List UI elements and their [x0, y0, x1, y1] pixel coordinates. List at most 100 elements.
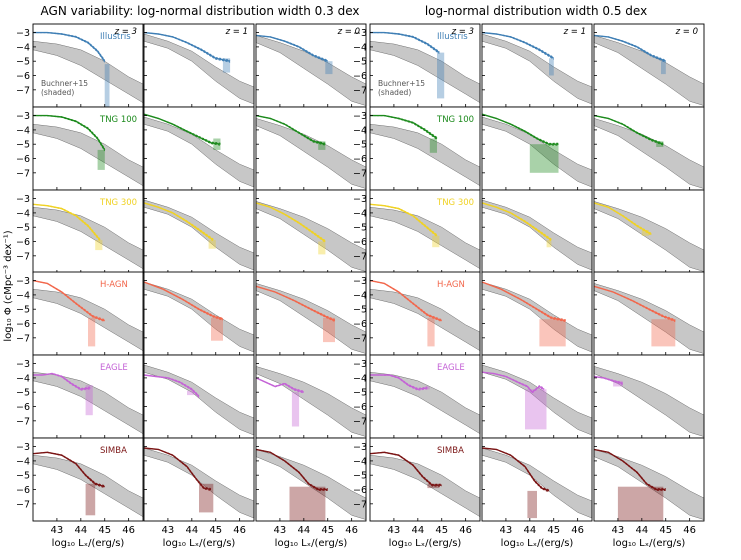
x-axis-label: log₁₀ Lₓ/(erg/s)	[389, 538, 462, 549]
panel-tng-300-w0.5-z3: −3 −4 −5 −6 −7 TNG 300	[353, 189, 481, 274]
panel-h-agn-w0.3-z1	[143, 271, 255, 356]
panel-tng-100-w0.3-z0	[255, 106, 367, 191]
y-tick-label: −4	[353, 290, 367, 301]
faint-end-uncertainty-region	[432, 235, 440, 248]
y-tick-label: −4	[16, 42, 30, 53]
y-tick-label: −7	[353, 85, 367, 96]
y-tick-label: −3	[353, 442, 367, 453]
x-axis-label: log₁₀ Lₓ/(erg/s)	[163, 538, 236, 549]
panel-simba-w0.3-z1: 43 44 45 46 log₁₀ Lₓ/(erg/s)	[143, 437, 255, 549]
panel-frame	[369, 437, 481, 522]
y-tick-label: −5	[353, 388, 367, 399]
y-tick-label: −6	[16, 71, 30, 82]
y-tick-label: −3	[16, 359, 30, 370]
luminosity-function-line	[143, 32, 231, 61]
panel-eagle-w0.5-z1	[481, 354, 593, 439]
luminosity-function-line	[143, 447, 212, 489]
luminosity-function-line	[32, 280, 105, 320]
y-tick-label: −5	[353, 57, 367, 68]
x-tick-label: 44	[74, 525, 87, 536]
panel-frame	[143, 437, 255, 522]
y-tick-label: −5	[16, 305, 30, 316]
y-tick-label: −7	[16, 251, 30, 262]
luminosity-function-line	[32, 31, 106, 61]
panel-illustris-w0.3-z0: z = 0	[255, 23, 367, 108]
luminosity-function-line	[593, 285, 676, 320]
faint-end-uncertainty-region	[613, 380, 623, 387]
panel-tng-100-w0.3-z1	[143, 106, 255, 191]
y-tick-label: −3	[353, 359, 367, 370]
panel-tng-300-w0.3-z0	[255, 189, 367, 274]
right-block-title: log-normal distribution width 0.5 dex	[425, 4, 647, 18]
faint-end-uncertainty-region	[199, 483, 214, 513]
y-tick-label: −6	[16, 319, 30, 330]
faint-end-uncertainty-region	[651, 319, 676, 347]
simulation-label: TNG 100	[99, 115, 137, 125]
faint-end-uncertainty-region	[104, 64, 110, 107]
y-tick-label: −7	[16, 416, 30, 427]
luminosity-function-line	[593, 202, 652, 234]
panel-simba-w0.3-z3: −3 −4 −5 −6 −7 43 44 45 46 SIMBA log₁₀ Lₓ/(erg/s)	[16, 437, 144, 549]
y-tick-label: −4	[16, 373, 30, 384]
panel-frame	[255, 437, 367, 522]
panel-eagle-w0.3-z0	[255, 354, 367, 439]
luminosity-function-line	[32, 114, 106, 150]
y-tick-label: −4	[353, 373, 367, 384]
luminosity-function-line	[143, 281, 224, 320]
luminosity-function-line	[593, 35, 666, 61]
y-tick-label: −5	[353, 471, 367, 482]
faint-end-uncertainty-region	[656, 141, 664, 147]
y-tick-label: −4	[353, 208, 367, 219]
panel-tng-300-w0.3-z1	[143, 189, 255, 274]
faint-end-uncertainty-region	[323, 317, 335, 343]
faint-end-uncertainty-region	[88, 317, 96, 347]
faint-end-uncertainty-region	[527, 490, 537, 519]
luminosity-function-line	[255, 202, 326, 241]
y-tick-label: −7	[16, 168, 30, 179]
simulation-label: EAGLE	[100, 363, 128, 373]
x-tick-label: 45	[98, 525, 111, 536]
left-block-title: AGN variability: log-normal distribution…	[41, 4, 360, 18]
faint-end-uncertainty-region	[529, 144, 559, 173]
y-tick-label: −7	[353, 499, 367, 510]
simulation-label: TNG 100	[436, 115, 474, 125]
faint-end-uncertainty-region	[617, 486, 664, 521]
y-tick-label: −4	[16, 290, 30, 301]
y-tick-label: −6	[353, 71, 367, 82]
y-tick-label: −7	[353, 168, 367, 179]
luminosity-function-line	[255, 115, 326, 144]
luminosity-function-line	[143, 281, 224, 319]
faint-end-uncertainty-region	[211, 317, 223, 341]
panel-tng-100-w0.5-z1	[481, 106, 593, 191]
y-tick-label: −4	[353, 456, 367, 467]
redshift-label: z = 0	[675, 27, 698, 37]
panel-tng-300-w0.5-z1	[481, 189, 593, 274]
luminosity-function-line	[481, 371, 545, 392]
y-tick-label: −4	[16, 456, 30, 467]
x-tick-label: 44	[297, 525, 310, 536]
panel-eagle-w0.5-z0	[593, 354, 705, 439]
panel-frame	[481, 437, 593, 522]
y-axis-label: log₁₀ Φ (cMpc⁻³ dex⁻¹)	[3, 230, 14, 341]
y-tick-label: −6	[353, 154, 367, 165]
faint-end-uncertainty-region	[318, 241, 326, 255]
luminosity-function-line	[255, 285, 336, 322]
faint-end-uncertainty-region	[539, 319, 566, 347]
simulation-label: Illustris	[437, 32, 468, 42]
luminosity-function-line	[369, 114, 438, 138]
x-axis-label: log₁₀ Lₓ/(erg/s)	[613, 538, 686, 549]
panel-simba-w0.5-z0: 43 44 45 46 log₁₀ Lₓ/(erg/s)	[593, 437, 705, 549]
luminosity-function-line	[143, 374, 200, 397]
simulation-label: TNG 300	[436, 198, 474, 208]
panel-tng-300-w0.3-z3: −3 −4 −5 −6 −7 TNG 300	[16, 189, 144, 274]
faint-end-uncertainty-region	[289, 486, 326, 521]
panel-eagle-w0.3-z3: −3 −4 −5 −6 −7 EAGLE	[16, 354, 144, 439]
luminosity-function-line	[143, 202, 214, 240]
luminosity-function-line	[481, 281, 566, 322]
panel-h-agn-w0.5-z1	[481, 271, 593, 356]
x-tick-label: 45	[547, 525, 560, 536]
x-tick-label: 45	[659, 525, 672, 536]
y-tick-label: −7	[16, 85, 30, 96]
